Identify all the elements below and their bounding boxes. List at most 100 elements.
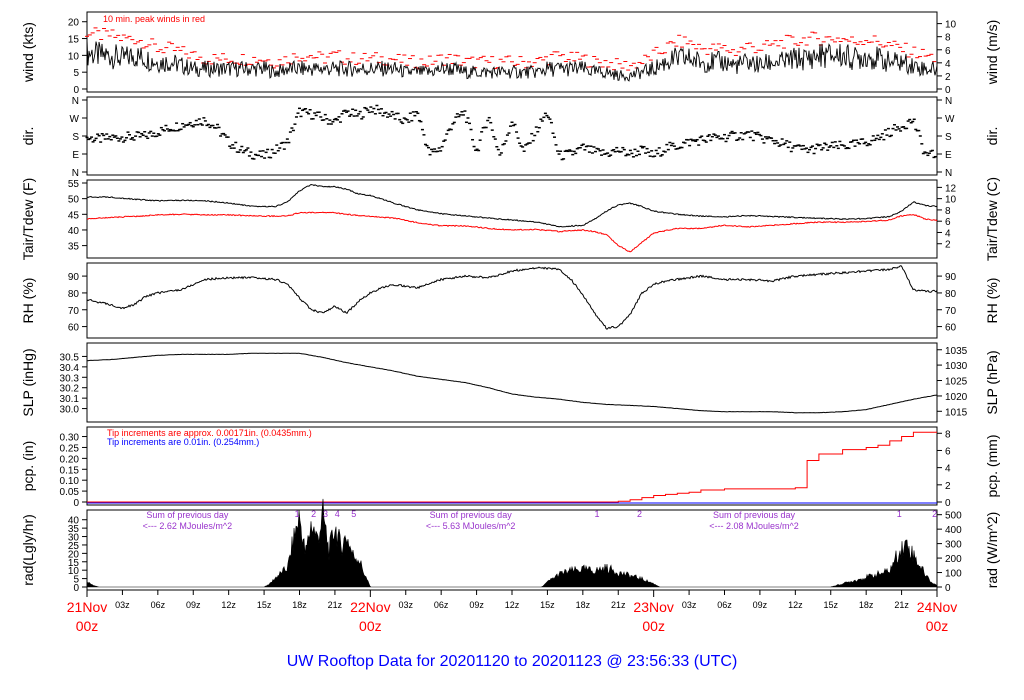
ylabel-right: RH (%): [984, 278, 1000, 324]
tick-label-right: 2: [945, 481, 951, 492]
tick-label-left: 30.5: [60, 352, 80, 363]
tick-label-right: 300: [945, 540, 962, 551]
tick-label-right: 400: [945, 525, 962, 536]
tick-label-right: 200: [945, 554, 962, 565]
panel-radiation: rad(Lgly/hr) rad (W/m^2)05101520253035400…: [20, 498, 1000, 594]
tick-label-right: 1030: [945, 361, 968, 372]
day-z-label: 00z: [76, 618, 99, 634]
tick-label-right: 4: [945, 228, 951, 239]
day-label: 22Nov: [350, 599, 390, 615]
tick-label-left: 0: [73, 583, 79, 594]
day-label: 24Nov: [917, 599, 957, 615]
time-tick-label: 12z: [221, 600, 236, 610]
radiation-marker: 1: [594, 509, 599, 519]
tick-label-right: 10: [945, 20, 957, 31]
temperature-line-0: [86, 183, 938, 228]
ylabel-left: RH (%): [20, 278, 36, 324]
radiation-marker: 2: [932, 509, 937, 519]
time-tick-label: 03z: [115, 600, 130, 610]
time-tick-label: 21z: [328, 600, 343, 610]
time-tick-label: 06z: [151, 600, 166, 610]
tick-label-right: 70: [945, 306, 957, 317]
tick-label-left: 0.25: [60, 443, 80, 454]
time-tick-label: 03z: [398, 600, 413, 610]
tick-label-left: 45: [68, 210, 80, 221]
tick-label-right: W: [945, 114, 955, 125]
tick-label-left: 55: [68, 179, 80, 190]
ylabel-left: SLP (inHg): [20, 348, 36, 416]
day-z-label: 00z: [359, 618, 382, 634]
time-tick-label: 09z: [186, 600, 201, 610]
tick-label-left: W: [70, 114, 80, 125]
panel-frame: [86, 426, 938, 506]
day-z-label: 00z: [642, 618, 665, 634]
tick-label-left: 5: [73, 68, 79, 79]
tick-label-left: 10: [68, 51, 80, 62]
wind-annotation: 10 min. peak winds in red: [103, 14, 205, 24]
time-tick-label: 15z: [823, 600, 838, 610]
panel-temperature: Tair/Tdew (F) Tair/Tdew (C) 35 40 45 50 55 2468…: [20, 177, 1000, 261]
tick-label-right: 4: [945, 59, 951, 70]
tick-label-right: 1015: [945, 407, 968, 418]
temperature-line-1: [87, 211, 938, 253]
time-tick-label: 06z: [717, 600, 732, 610]
tick-label-right: 4: [945, 464, 951, 475]
radiation-marker: 2: [311, 509, 316, 519]
tick-label-left: 5: [73, 575, 79, 586]
ylabel-left: pcp. (in): [20, 441, 36, 492]
ylabel-left: wind (kts): [20, 22, 36, 83]
tick-label-right: 12: [945, 183, 957, 194]
day-z-label: 00z: [926, 618, 949, 634]
tick-label-right: 10: [945, 195, 957, 206]
tick-label-left: 0.20: [60, 454, 80, 465]
tick-label-left: 10: [68, 566, 80, 577]
tick-label-right: 500: [945, 511, 962, 522]
time-tick-label: 21z: [611, 600, 626, 610]
tick-label-right: 2: [945, 72, 951, 83]
tick-label-left: 50: [68, 195, 80, 206]
tick-label-right: 6: [945, 446, 951, 457]
panel-wind: wind (kts) wind (m/s) 0 5 10 15 20 0 2 4 6 8 10 10 mi…: [20, 11, 1000, 96]
radiation-marker: 1: [295, 509, 300, 519]
tick-label-left: 15: [68, 558, 80, 569]
tick-label-left: N: [72, 168, 79, 179]
time-tick-label: 03z: [682, 600, 697, 610]
tick-label-left: 35: [68, 242, 80, 253]
tick-label-right: 6: [945, 217, 951, 228]
tick-label-left: 30.4: [60, 363, 80, 374]
time-tick-label: 12z: [788, 600, 803, 610]
ylabel-left: rad(Lgly/hr): [20, 514, 36, 586]
time-tick-label: 06z: [434, 600, 449, 610]
ylabel-right: dir.: [984, 127, 1000, 146]
tick-label-left: 40: [68, 516, 80, 527]
tick-label-right: N: [945, 96, 952, 107]
tick-label-right: 1035: [945, 346, 968, 357]
tick-label-right: S: [945, 132, 952, 143]
tick-label-left: 30.2: [60, 384, 80, 395]
tick-label-right: 1020: [945, 392, 968, 403]
tick-label-left: 0.05: [60, 487, 80, 498]
tick-label-left: E: [72, 150, 79, 161]
time-tick-label: 15z: [540, 600, 555, 610]
tick-label-right: 6: [945, 46, 951, 57]
tick-label-left: 60: [68, 323, 80, 334]
tick-label-left: S: [72, 132, 79, 143]
tick-label-right: 80: [945, 289, 957, 300]
tick-label-right: 90: [945, 272, 957, 283]
footer-title: UW Rooftop Data for 20201120 to 20201123…: [287, 653, 738, 670]
tick-label-right: 2: [945, 240, 951, 251]
panel-frame: [86, 342, 938, 423]
time-tick-label: 15z: [257, 600, 272, 610]
tick-label-right: 8: [945, 33, 951, 44]
time-tick-label: 18z: [576, 600, 591, 610]
time-tick-label: 09z: [753, 600, 768, 610]
panel-direction: dir. dir.N NE ES SW WN N: [20, 96, 1000, 179]
time-tick-label: 09z: [469, 600, 484, 610]
time-tick-label: 12z: [505, 600, 520, 610]
radiation-annotation: Sum of previous day: [430, 510, 513, 520]
tick-label-left: 0: [73, 85, 79, 96]
panel-rh: RH (%) RH (%) 60 70 80 90 60 70 80 90: [20, 262, 1000, 339]
panel-frame: [86, 262, 938, 339]
